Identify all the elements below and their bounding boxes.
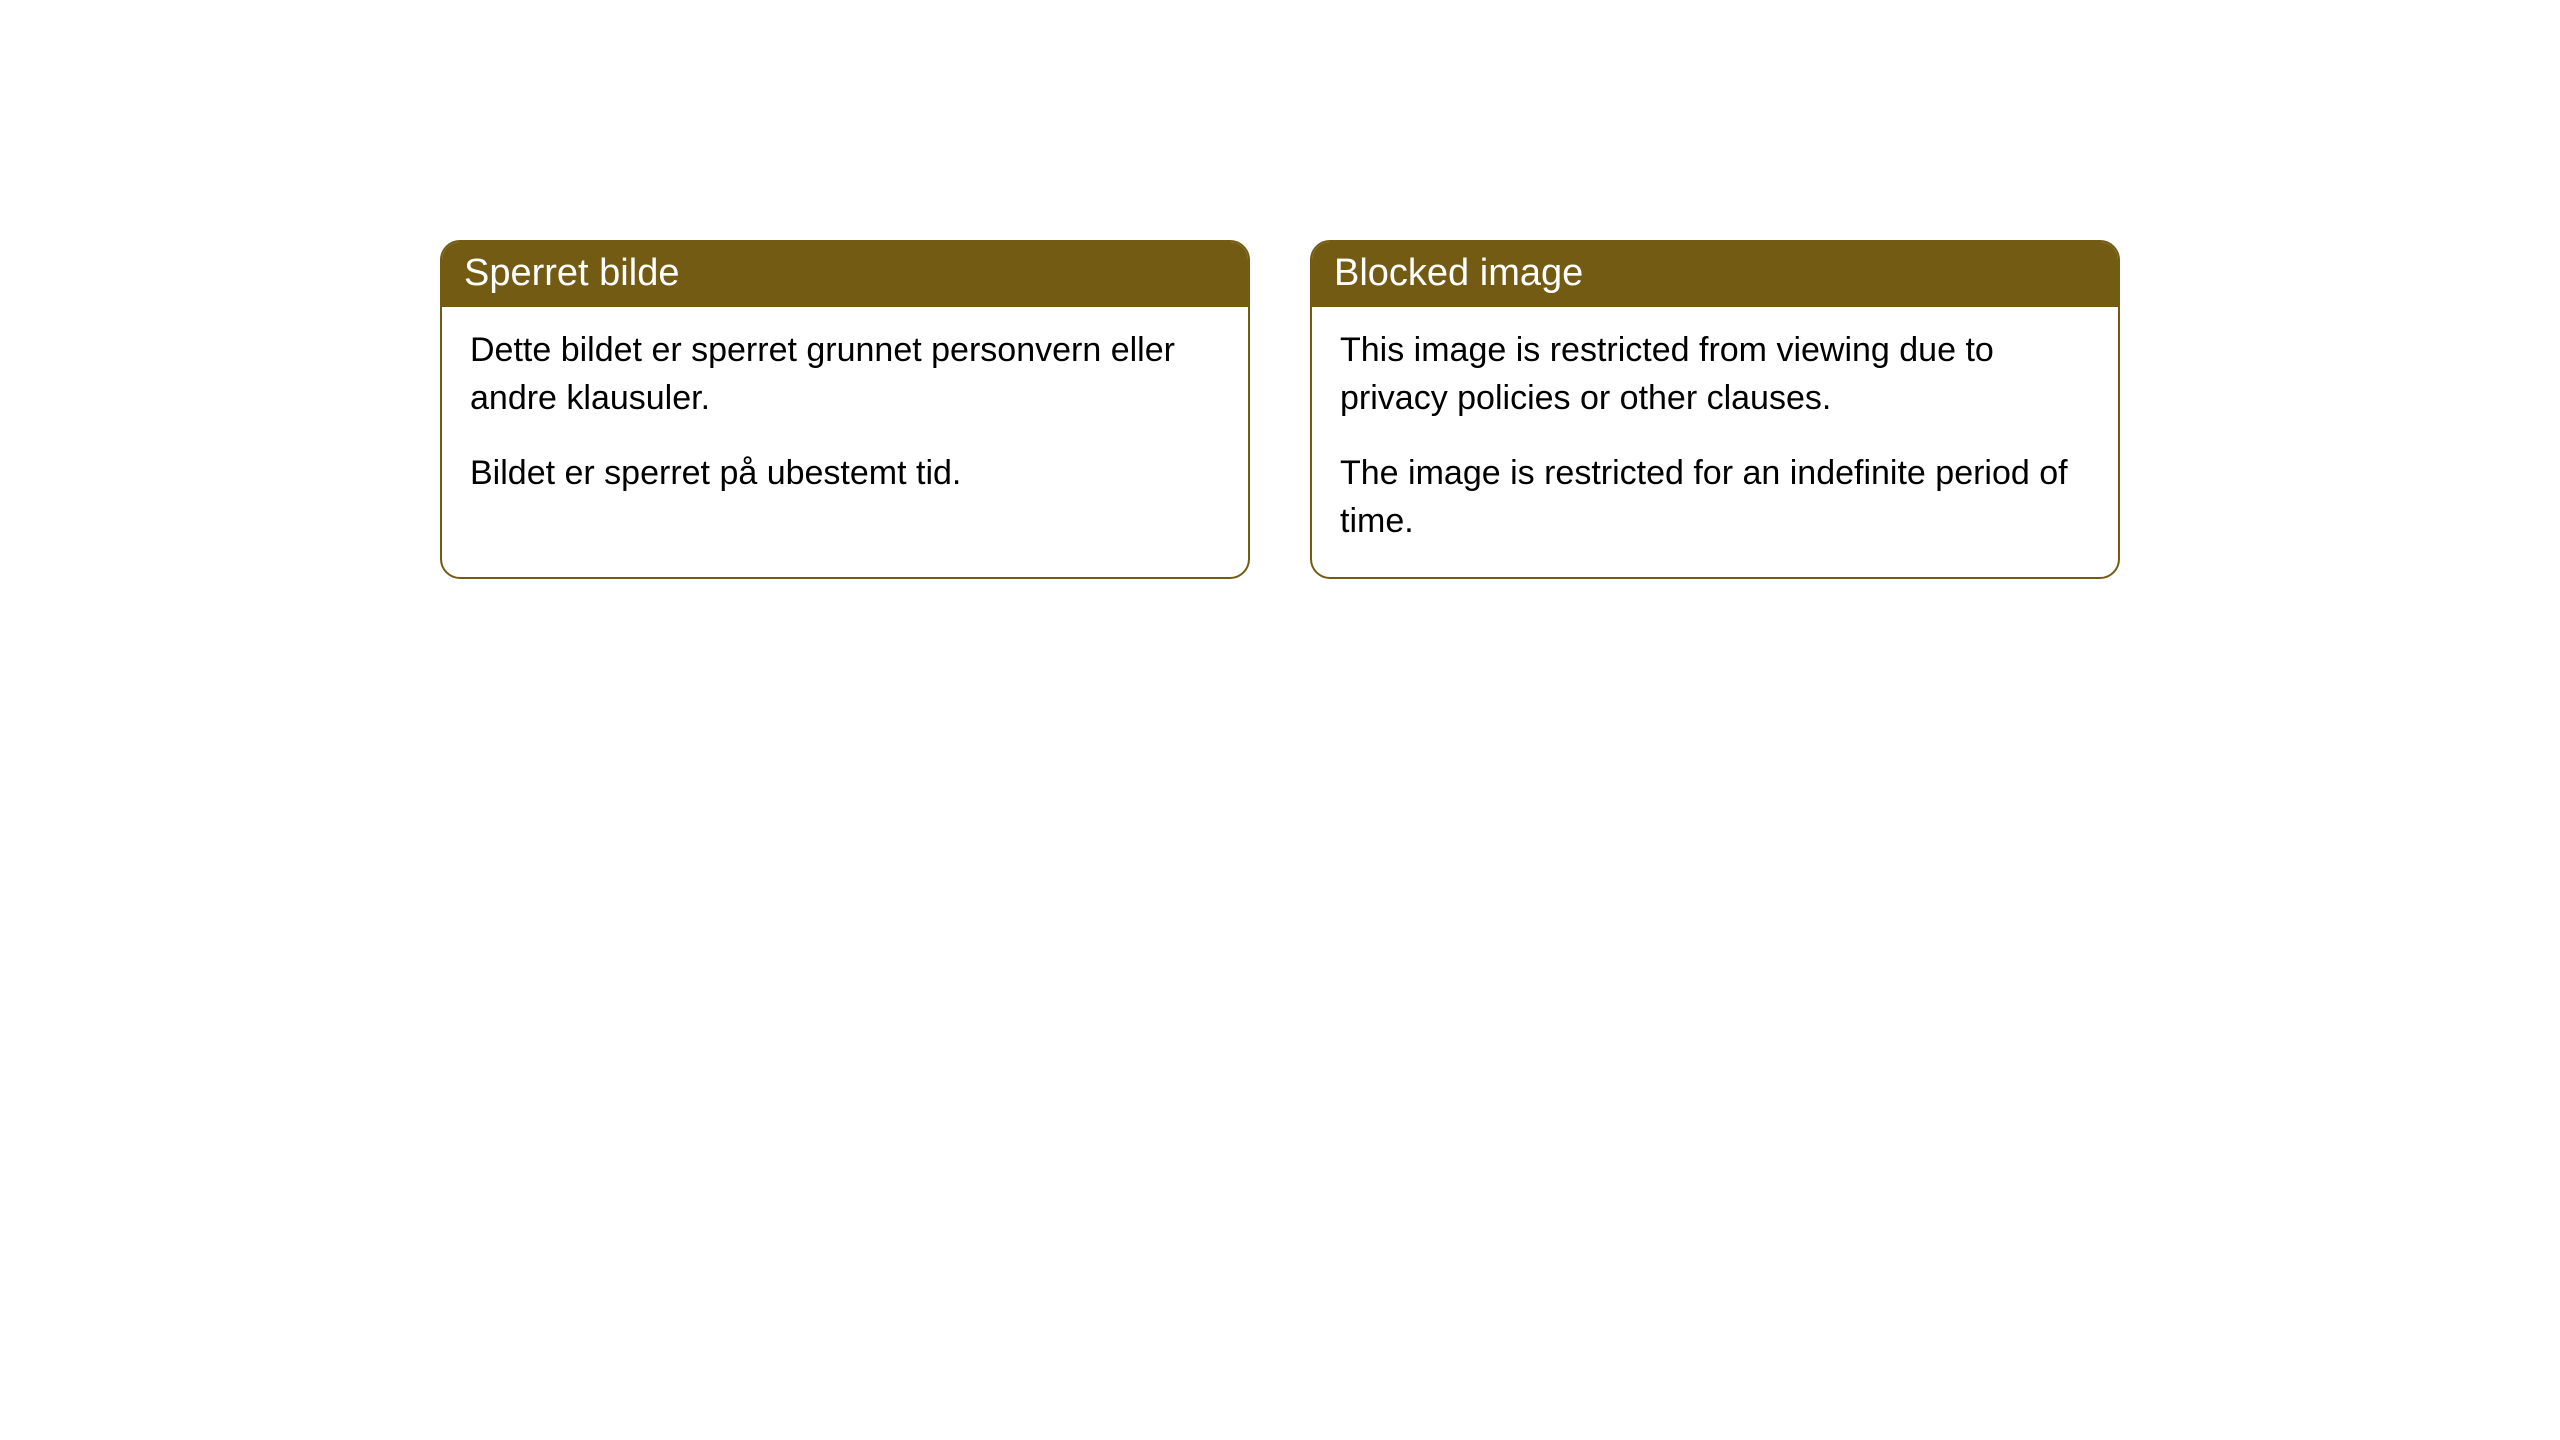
card-paragraph: The image is restricted for an indefinit… xyxy=(1340,450,2090,545)
card-header: Blocked image xyxy=(1312,242,2118,307)
card-body: Dette bildet er sperret grunnet personve… xyxy=(442,307,1248,530)
card-title: Blocked image xyxy=(1334,252,1583,294)
card-paragraph: Dette bildet er sperret grunnet personve… xyxy=(470,327,1220,422)
card-title: Sperret bilde xyxy=(464,252,679,294)
blocked-image-card-norwegian: Sperret bilde Dette bildet er sperret gr… xyxy=(440,240,1250,579)
blocked-image-card-english: Blocked image This image is restricted f… xyxy=(1310,240,2120,579)
card-paragraph: Bildet er sperret på ubestemt tid. xyxy=(470,450,1220,498)
cards-container: Sperret bilde Dette bildet er sperret gr… xyxy=(0,240,2560,579)
card-paragraph: This image is restricted from viewing du… xyxy=(1340,327,2090,422)
card-header: Sperret bilde xyxy=(442,242,1248,307)
card-body: This image is restricted from viewing du… xyxy=(1312,307,2118,577)
